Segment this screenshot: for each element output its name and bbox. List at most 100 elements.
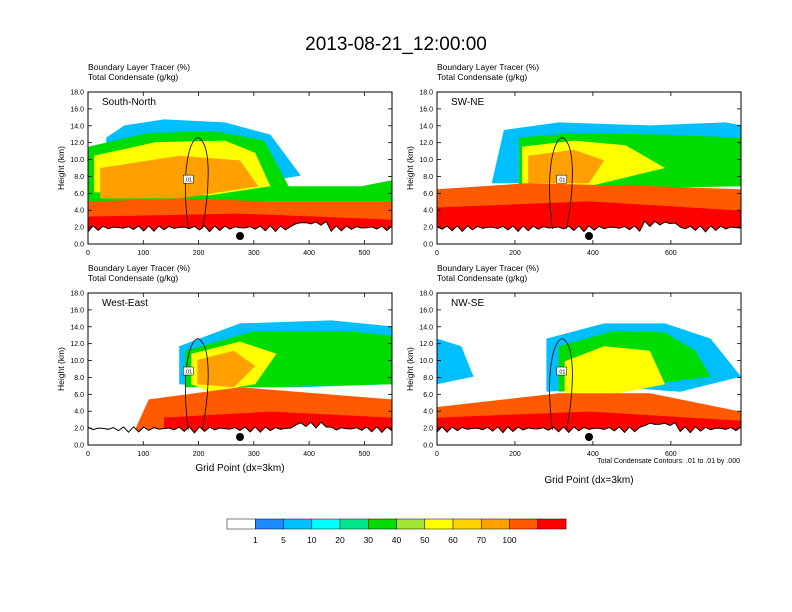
tracer-field [88,119,392,234]
subtitle-condensate: Total Condensate (g/kg) [88,273,178,283]
x-tick-label: 400 [303,451,315,458]
y-tick-label: 18.0 [419,291,433,298]
plot-frame [87,91,393,245]
colorbar-label: 10 [307,535,317,545]
y-tick-label: 4.0 [423,409,433,416]
x-tick-label: 200 [193,451,205,458]
colorbar-swatch [509,518,539,530]
colorbar-swatch [537,518,567,530]
colorbar-swatch [452,518,482,530]
x-tick-label: 0 [86,451,90,458]
colorbar-swatch [339,518,369,530]
location-marker [236,433,244,441]
x-tick-label: 600 [665,250,677,257]
y-tick-label: 10.0 [419,358,433,365]
y-tick-label: 4.0 [74,208,84,215]
plot-frame [436,91,742,245]
colorbar-swatch [396,518,426,530]
x-tick-label: 100 [137,250,149,257]
location-marker [585,433,593,441]
y-tick-label: 18.0 [70,291,84,298]
y-tick-label: 16.0 [419,307,433,314]
y-axis-label: Height (km) [56,347,66,391]
contour-label-box [183,366,194,376]
y-tick-label: 18.0 [70,90,84,97]
y-tick-label: 0.0 [74,443,84,450]
subtitle-tracer: Boundary Layer Tracer (%) [437,263,539,273]
contour-label-box [183,174,194,184]
y-tick-label: 2.0 [74,225,84,232]
y-tick-label: 12.0 [70,341,84,348]
contour-label: .01 [184,178,192,184]
y-tick-label: 6.0 [423,392,433,399]
plot-frame [436,292,742,446]
y-tick-label: 16.0 [70,307,84,314]
colorbar-label: 100 [502,535,516,545]
y-tick-label: 12.0 [419,140,433,147]
y-tick-label: 16.0 [419,106,433,113]
colorbar-swatch [424,518,454,530]
condensate-contour [549,137,573,229]
contour-label-box [556,174,567,184]
colorbar-label: 70 [477,535,487,545]
y-tick-label: 14.0 [419,324,433,331]
y-tick-label: 6.0 [74,191,84,198]
y-tick-label: 8.0 [423,174,433,181]
y-tick-label: 6.0 [423,191,433,198]
x-tick-label: 300 [248,451,260,458]
colorbar-swatch [283,518,313,530]
colorbar-label: 20 [335,535,345,545]
y-tick-label: 14.0 [70,324,84,331]
colorbar-label: 1 [253,535,258,545]
x-tick-label: 600 [665,451,677,458]
contour-label: .01 [558,370,566,376]
y-tick-label: 8.0 [74,174,84,181]
x-tick-label: 200 [193,250,205,257]
colorbar-label: 30 [364,535,374,545]
y-axis-label: Height (km) [405,146,415,190]
y-tick-label: 4.0 [423,208,433,215]
x-tick-label: 300 [248,250,260,257]
x-tick-label: 400 [303,250,315,257]
x-tick-label: 400 [587,451,599,458]
contour-footnote: Total Condensate Contours: .01 to .01 by… [597,458,740,465]
location-marker [585,232,593,240]
contour-label: .01 [558,178,566,184]
panel-1: Boundary Layer Tracer (%)Total Condensat… [56,62,393,257]
y-tick-label: 0.0 [74,242,84,249]
y-tick-label: 14.0 [419,123,433,130]
contour-label-box [556,366,567,376]
x-tick-label: 0 [86,250,90,257]
y-tick-label: 4.0 [74,409,84,416]
y-axis-label: Height (km) [405,347,415,391]
x-tick-label: 0 [435,451,439,458]
x-tick-label: 100 [137,451,149,458]
x-tick-label: 200 [509,451,521,458]
subtitle-condensate: Total Condensate (g/kg) [437,273,527,283]
y-tick-label: 0.0 [423,242,433,249]
x-tick-label: 200 [509,250,521,257]
location-marker [236,232,244,240]
y-tick-label: 18.0 [419,90,433,97]
x-tick-label: 400 [587,250,599,257]
colorbar-label: 40 [392,535,402,545]
y-tick-label: 2.0 [423,225,433,232]
contour-label: .01 [184,370,192,376]
panel-4: Boundary Layer Tracer (%)Total Condensat… [405,263,742,486]
panel-title: South-North [102,97,156,108]
y-tick-label: 2.0 [74,426,84,433]
tracer-field [133,320,392,435]
colorbar-label: 50 [420,535,430,545]
y-tick-label: 8.0 [74,375,84,382]
x-axis-label: Grid Point (dx=3km) [195,463,284,474]
subtitle-condensate: Total Condensate (g/kg) [88,72,178,82]
panel-title: SW-NE [451,97,484,108]
y-tick-label: 2.0 [423,426,433,433]
x-tick-label: 500 [359,451,371,458]
y-tick-label: 10.0 [70,157,84,164]
colorbar: 1 5 10 20 30 40 50 60 70 100 [226,518,567,545]
colorbar-swatch [311,518,341,530]
figure-title: 2013-08-21_12:00:00 [305,34,487,55]
y-axis-label: Height (km) [56,146,66,190]
subtitle-tracer: Boundary Layer Tracer (%) [88,263,190,273]
